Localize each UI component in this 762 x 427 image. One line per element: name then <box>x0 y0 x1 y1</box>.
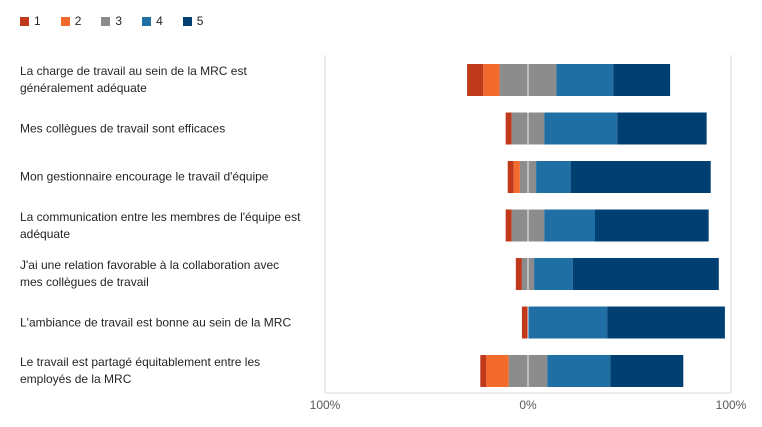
legend-label: 3 <box>115 14 123 28</box>
legend: 1 2 3 4 5 <box>20 14 203 28</box>
bar-segment-1 <box>507 161 514 193</box>
x-tick-label: 0% <box>519 398 537 412</box>
bar-segment-4 <box>534 258 573 290</box>
bar-segment-5 <box>610 355 684 387</box>
bar-segment-4 <box>556 64 614 96</box>
legend-item-3: 3 <box>101 14 122 28</box>
bar-segment-5 <box>613 64 671 96</box>
legend-label: 1 <box>34 14 41 28</box>
legend-label: 4 <box>156 14 163 28</box>
category-label: Mon gestionnaire encourage le travail d'… <box>20 169 269 184</box>
bar-segment-5 <box>570 161 711 193</box>
bar-segment-1 <box>505 209 512 242</box>
legend-item-5: 5 <box>182 14 204 28</box>
bar-segment-1 <box>521 306 528 339</box>
x-tick-label: 100% <box>310 398 341 412</box>
x-tick-label: 100% <box>716 398 747 412</box>
bar-segment-5 <box>572 258 719 290</box>
bar-segment-4 <box>544 209 595 242</box>
bar-segment-1 <box>515 258 522 290</box>
bar-segment-4 <box>547 355 611 387</box>
bar-segment-1 <box>480 355 487 387</box>
legend-swatch <box>182 16 192 26</box>
legend-label: 2 <box>74 14 82 28</box>
bar-segment-4 <box>528 306 608 339</box>
legend-swatch <box>101 16 111 26</box>
category-label: La charge de travail au sein de la MRC e… <box>20 64 247 95</box>
bar-segment-4 <box>544 112 618 145</box>
legend-label: 5 <box>196 14 204 28</box>
bar-segment-2 <box>486 355 509 387</box>
bar-segment-1 <box>467 64 484 96</box>
bar-segment-5 <box>607 306 725 339</box>
category-label: La communication entre les membres de l'… <box>20 209 301 241</box>
legend-swatch <box>60 16 70 26</box>
category-label: Le travail est partagé équitablement ent… <box>20 355 261 386</box>
legend-item-1: 1 <box>20 14 41 28</box>
bar-segment-2 <box>483 64 500 96</box>
category-label: L'ambiance de travail est bonne au sein … <box>20 315 292 329</box>
category-label: J'ai une relation favorable à la collabo… <box>20 258 280 289</box>
bar-segment-1 <box>505 112 512 145</box>
legend-item-2: 2 <box>60 14 82 28</box>
bar-segment-5 <box>617 112 707 145</box>
category-label: Mes collègues de travail sont efficaces <box>20 121 226 135</box>
legend-swatch <box>142 16 152 26</box>
bar-segment-4 <box>536 161 571 193</box>
legend-swatch <box>20 16 29 26</box>
bar-segment-2 <box>513 161 520 193</box>
legend-item-4: 4 <box>142 14 163 28</box>
bar-segment-5 <box>594 209 709 242</box>
